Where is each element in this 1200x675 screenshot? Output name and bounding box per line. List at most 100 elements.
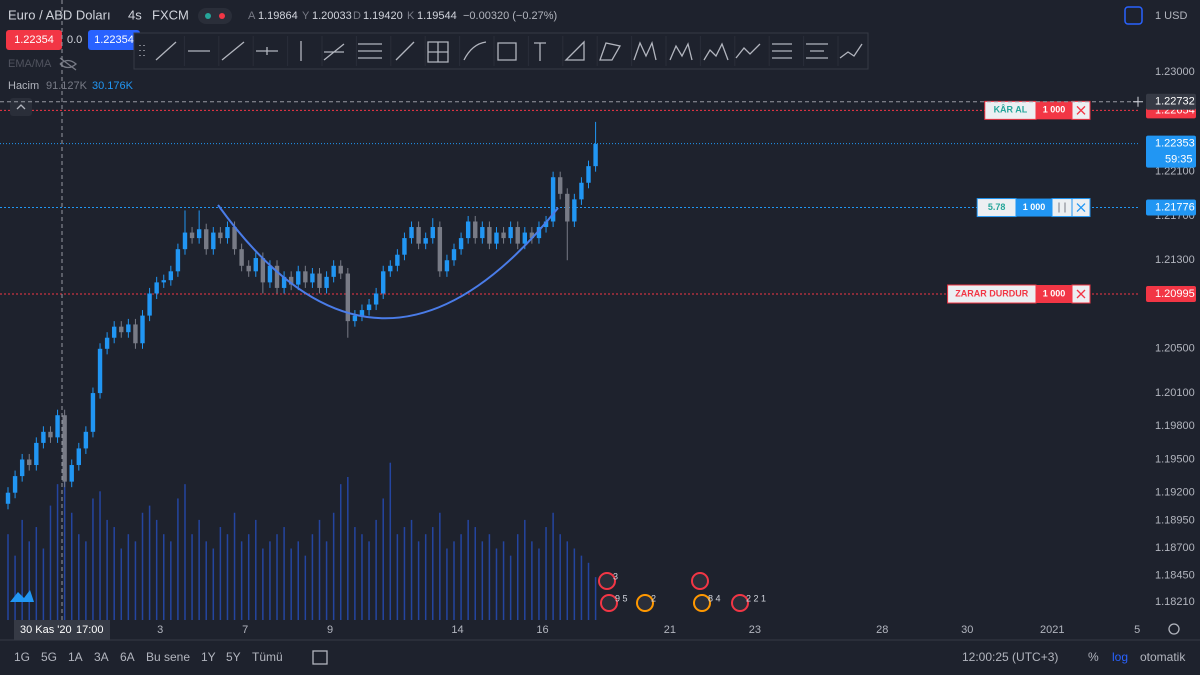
candle-body bbox=[232, 227, 237, 250]
drawing-tool[interactable] bbox=[256, 47, 278, 55]
volume-bar bbox=[453, 541, 455, 620]
order-qty-box[interactable] bbox=[1016, 198, 1052, 217]
interval[interactable]: 4s bbox=[128, 7, 142, 22]
drawing-tool[interactable] bbox=[358, 43, 382, 59]
volume-bar bbox=[545, 527, 547, 620]
drawing-tool[interactable] bbox=[155, 41, 177, 61]
settings-icon[interactable] bbox=[1168, 623, 1180, 635]
event-icon[interactable] bbox=[693, 594, 711, 612]
event-count: 9 5 bbox=[615, 593, 628, 603]
volume-bar bbox=[198, 519, 200, 620]
hide-icon[interactable] bbox=[59, 57, 77, 71]
drawing-tool[interactable] bbox=[839, 43, 863, 59]
drawing-tool[interactable] bbox=[703, 42, 729, 61]
sell-button[interactable] bbox=[6, 30, 62, 50]
order-price: 1.21776 bbox=[1155, 201, 1195, 213]
symbol[interactable]: Euro / ABD Doları bbox=[8, 7, 111, 22]
buy-price[interactable]: 1.22354 bbox=[94, 34, 134, 46]
calendar-icon[interactable] bbox=[312, 650, 328, 665]
drawing-tool[interactable] bbox=[395, 41, 415, 61]
candle-body bbox=[310, 273, 315, 283]
volume-bar bbox=[56, 484, 59, 620]
event-icon[interactable] bbox=[636, 594, 654, 612]
candle-body bbox=[359, 310, 365, 316]
order-qty[interactable]: 1 000 bbox=[1043, 288, 1066, 298]
event-icon[interactable] bbox=[598, 572, 616, 590]
order-qty[interactable]: 1 000 bbox=[1023, 202, 1046, 212]
range-button[interactable]: 1G bbox=[14, 650, 30, 664]
drawing-tool[interactable] bbox=[427, 41, 449, 63]
log-toggle[interactable]: log bbox=[1112, 650, 1128, 664]
range-button[interactable]: 1A bbox=[68, 650, 83, 664]
ohlc-value: 1.19544 bbox=[417, 10, 457, 22]
order-qty-box[interactable] bbox=[1036, 285, 1072, 304]
range-button[interactable]: Bu sene bbox=[146, 650, 190, 664]
drawing-tool[interactable] bbox=[735, 43, 761, 59]
drawing-tool[interactable] bbox=[772, 43, 792, 59]
candle-body bbox=[182, 232, 188, 250]
candle-body bbox=[402, 238, 407, 255]
range-button[interactable]: 1Y bbox=[201, 650, 216, 664]
drawing-tool[interactable] bbox=[534, 42, 546, 61]
sell-price[interactable]: 1.22354 bbox=[14, 34, 54, 46]
ema-label[interactable]: EMA/MA bbox=[8, 58, 52, 70]
auto-toggle[interactable]: otomatik bbox=[1140, 650, 1186, 664]
candle-body bbox=[5, 492, 11, 504]
volume-bar bbox=[148, 505, 151, 620]
drawing-tool[interactable] bbox=[806, 43, 828, 59]
volume-bar bbox=[141, 512, 144, 620]
range-button[interactable]: Tümü bbox=[252, 650, 283, 664]
range-button[interactable]: 5Y bbox=[226, 650, 241, 664]
event-count: 2 2 1 bbox=[746, 593, 766, 603]
order-qty-box[interactable] bbox=[1036, 101, 1072, 120]
crosshair-price: 1.22732 bbox=[1155, 96, 1195, 108]
order-label[interactable]: KÂR AL bbox=[994, 104, 1028, 115]
volume-bar bbox=[120, 548, 123, 620]
candle-body bbox=[76, 448, 81, 466]
candle-body bbox=[62, 415, 67, 482]
reverse-button[interactable] bbox=[1051, 198, 1073, 218]
x-tick-label: 23 bbox=[749, 624, 761, 636]
range-button[interactable]: 3A bbox=[94, 650, 109, 664]
volume-bar bbox=[382, 498, 384, 620]
event-count: 8 4 bbox=[708, 593, 721, 603]
order-label[interactable]: ZARAR DURDUR bbox=[955, 288, 1028, 298]
drawing-tool[interactable] bbox=[669, 42, 693, 61]
drawing-tool[interactable] bbox=[463, 41, 487, 61]
collapse-button[interactable] bbox=[10, 98, 32, 116]
cup-drawing[interactable] bbox=[217, 204, 559, 320]
range-button[interactable]: 5G bbox=[41, 650, 57, 664]
candle-body bbox=[416, 227, 421, 244]
drawing-toolbar bbox=[133, 32, 869, 70]
order-label[interactable]: 5.78 bbox=[988, 202, 1006, 212]
volume-bar bbox=[375, 519, 377, 620]
volume-bar bbox=[162, 534, 165, 620]
market-toggle[interactable] bbox=[198, 8, 232, 24]
volume-bar bbox=[339, 484, 342, 620]
volume-bar bbox=[403, 527, 406, 620]
drawing-tool[interactable] bbox=[633, 41, 657, 61]
x-tick-label: 16 bbox=[536, 624, 548, 636]
fullscreen-button[interactable] bbox=[1124, 6, 1143, 25]
candle-body bbox=[196, 229, 202, 239]
volume-bar bbox=[311, 534, 314, 620]
drawing-tool[interactable] bbox=[497, 42, 517, 61]
currency[interactable]: 1 USD bbox=[1155, 10, 1187, 22]
volume-bar bbox=[318, 519, 321, 620]
drawing-tool[interactable] bbox=[564, 40, 585, 61]
range-button[interactable]: 6A bbox=[120, 650, 135, 664]
event-icon[interactable] bbox=[600, 594, 618, 612]
volume-bar bbox=[396, 534, 399, 620]
drawing-tool[interactable] bbox=[221, 41, 245, 61]
drawing-tool[interactable] bbox=[323, 43, 345, 61]
volume-bar bbox=[424, 534, 427, 620]
percent-toggle[interactable]: % bbox=[1088, 650, 1099, 664]
order-qty[interactable]: 1 000 bbox=[1043, 105, 1066, 115]
drawing-tool[interactable] bbox=[599, 42, 622, 61]
event-icon[interactable] bbox=[691, 572, 709, 590]
volume-bar bbox=[226, 534, 229, 620]
buy-button[interactable] bbox=[88, 30, 140, 50]
volume-bar bbox=[49, 505, 52, 620]
event-icon[interactable] bbox=[731, 594, 749, 612]
add-button[interactable] bbox=[1133, 96, 1143, 107]
